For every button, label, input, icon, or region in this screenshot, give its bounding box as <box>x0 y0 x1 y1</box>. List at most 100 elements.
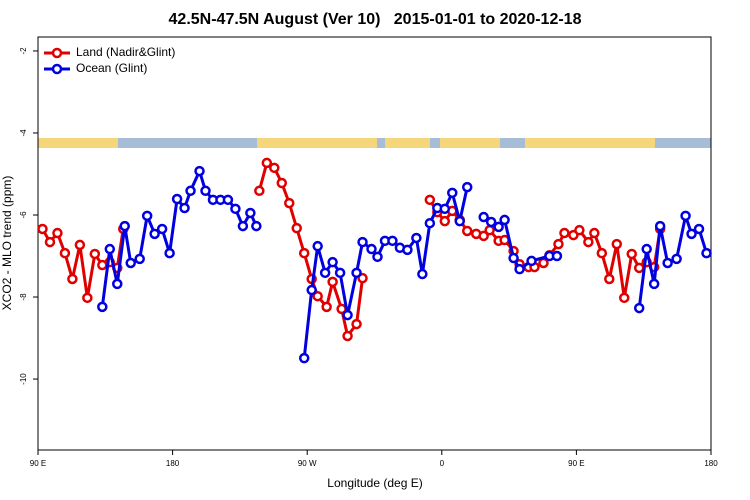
data-point <box>284 197 295 209</box>
data-point <box>327 256 338 268</box>
data-point <box>654 220 666 232</box>
data-point <box>641 243 652 255</box>
data-point <box>194 165 205 177</box>
data-point <box>485 216 497 228</box>
data-point <box>141 210 153 222</box>
data-point <box>648 278 660 290</box>
data-point <box>387 235 398 247</box>
data-point <box>237 220 249 232</box>
x-tick-label: 90 W <box>298 459 317 468</box>
data-point <box>372 251 383 263</box>
data-point <box>156 223 168 235</box>
data-point <box>254 185 265 197</box>
legend-marker <box>51 47 63 59</box>
chart-title: 42.5N-47.5N August (Ver 10) 2015-01-01 t… <box>169 11 582 28</box>
x-tick-label: 0 <box>440 459 445 468</box>
data-point <box>701 247 712 259</box>
data-point <box>245 207 256 219</box>
data-point <box>439 203 451 215</box>
data-point <box>334 267 346 279</box>
data-point <box>351 267 362 279</box>
data-point <box>596 247 608 259</box>
data-point <box>125 257 136 269</box>
data-point <box>514 263 525 275</box>
data-point <box>97 301 108 313</box>
data-point <box>200 185 211 197</box>
data-point <box>104 243 116 255</box>
y-tick-label: -6 <box>19 211 28 219</box>
data-point <box>583 236 594 248</box>
y-tick-label: -10 <box>19 373 28 385</box>
series-line <box>100 169 708 359</box>
data-point <box>493 221 504 233</box>
data-point <box>619 292 630 304</box>
data-point <box>82 292 93 304</box>
data-point <box>251 220 262 232</box>
data-point <box>411 232 422 244</box>
data-point <box>424 194 436 206</box>
data-point <box>551 250 563 262</box>
data-point <box>402 244 413 256</box>
data-point <box>508 252 519 264</box>
data-point <box>604 273 615 285</box>
data-point <box>312 290 323 302</box>
data-point <box>626 248 637 260</box>
x-tick-label: 90 E <box>568 459 584 468</box>
data-point <box>261 157 273 169</box>
y-tick-label: -4 <box>19 129 28 137</box>
data-point <box>298 247 310 259</box>
y-axis-label: XCO2 - MLO trend (ppm) <box>0 176 14 311</box>
data-point <box>611 238 623 250</box>
data-point <box>291 222 302 234</box>
data-point <box>671 253 682 265</box>
data-point <box>447 187 458 199</box>
plot-frame <box>37 36 712 451</box>
legend-label: Land (Nadir&Glint) <box>76 45 175 59</box>
data-point <box>269 162 280 174</box>
legend-label: Ocean (Glint) <box>76 61 147 75</box>
data-point <box>52 227 63 239</box>
data-point <box>74 239 86 251</box>
data-point <box>366 243 377 255</box>
data-point <box>119 220 130 232</box>
data-point <box>306 284 317 296</box>
data-point <box>553 238 564 250</box>
data-point <box>693 223 705 235</box>
x-axis-label: Longitude (deg E) <box>327 476 422 490</box>
data-point <box>526 255 537 267</box>
data-point <box>112 278 123 290</box>
data-point <box>357 236 368 248</box>
y-tick-label: -2 <box>19 47 28 55</box>
data-point <box>327 276 338 288</box>
data-point <box>499 214 510 226</box>
data-point <box>134 253 145 265</box>
data-point <box>342 330 353 342</box>
data-point <box>171 193 183 205</box>
data-point <box>67 273 78 285</box>
data-point <box>478 230 489 242</box>
data-point <box>633 302 645 314</box>
data-point <box>454 215 465 227</box>
x-tick-label: 90 E <box>30 459 46 468</box>
data-point <box>461 225 473 237</box>
legend-marker <box>51 63 63 75</box>
data-point <box>222 194 234 206</box>
data-point <box>276 177 288 189</box>
data-point <box>686 228 697 240</box>
data-point <box>89 248 101 260</box>
data-point <box>662 257 673 269</box>
data-point <box>59 247 71 259</box>
data-point <box>680 210 691 222</box>
data-point <box>230 203 241 215</box>
data-point <box>424 217 436 229</box>
data-point <box>185 185 196 197</box>
data-point <box>44 236 56 248</box>
data-point <box>589 227 600 239</box>
data-point <box>351 318 362 330</box>
data-point <box>633 262 645 274</box>
x-tick-label: 180 <box>166 459 180 468</box>
data-point <box>478 211 489 223</box>
series-line <box>41 161 662 338</box>
data-point <box>312 240 323 252</box>
